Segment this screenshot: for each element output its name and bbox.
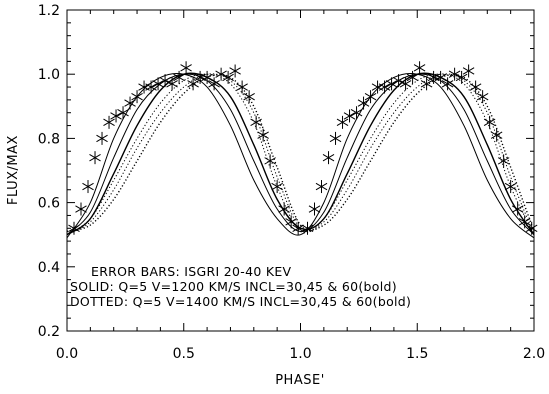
data-point [208,77,220,91]
data-point [392,74,405,88]
annotation-error-bars: ERROR BARS: ISGRI 20-40 KEV [91,264,292,279]
y-tick-label: 0.8 [38,131,60,147]
annotation-solid: SOLID: Q=5 V=1200 KM/S INCL=30,45 & 60(b… [70,279,397,294]
x-tick-label: 1.0 [289,346,311,362]
data-point [89,151,101,165]
data-point [385,77,398,91]
data-point [131,90,143,104]
data-point [110,109,122,123]
x-tick-label: 0.5 [173,346,195,362]
data-point [441,77,454,91]
data-point [103,115,115,129]
annotation-dotted: DOTTED: Q=5 V=1400 KM/S INCL=30,45 & 60(… [70,294,411,309]
data-point [152,77,164,91]
data-point [504,180,517,194]
y-tick-label: 1.2 [38,3,60,19]
data-point [406,70,419,84]
data-point [257,128,269,142]
x-ticks: 0.0 0.5 1.0 1.5 2.0 [56,10,545,362]
data-point [371,80,384,94]
data-point [469,80,482,94]
data-point [278,202,290,216]
data-point [497,154,510,168]
data-point [292,221,304,235]
data-point [455,70,468,84]
data-point [350,106,363,120]
data-point [399,77,412,91]
data-point [420,77,433,91]
x-tick-label: 1.5 [406,346,428,362]
data-point [68,221,80,235]
data-point [285,215,297,229]
data-point [448,67,461,81]
data-point [476,90,489,104]
data-point [343,109,356,123]
x-axis-label: PHASE' [275,373,325,388]
y-ticks: 0.2 0.4 0.6 0.8 1.0 1.2 [38,3,534,340]
data-point [236,80,248,94]
data-point [117,106,129,120]
data-point [250,115,262,129]
data-point [364,90,377,104]
data-point [82,180,94,194]
data-point [264,154,276,168]
data-point [159,74,171,88]
x-tick-label: 0.0 [56,346,78,362]
data-point [124,96,136,110]
data-point [180,61,192,75]
data-point [315,180,328,194]
data-point [518,215,531,229]
data-point [229,64,241,78]
y-tick-label: 0.6 [38,196,60,212]
data-point [215,67,227,81]
data-point [138,80,150,94]
data-point [357,96,370,110]
data-point [271,180,283,194]
data-point [413,61,426,75]
data-point [201,70,213,84]
points-layer [68,61,538,235]
data-point [187,77,199,91]
y-axis-label: FLUX/MAX [6,135,21,205]
data-point [378,80,391,94]
dotted-model-curve [66,73,535,236]
data-point [511,202,524,216]
data-point [301,221,314,235]
y-tick-label: 1.0 [38,67,60,83]
data-point [96,131,108,145]
data-point [490,128,503,142]
data-point [145,80,157,94]
data-point [462,64,475,78]
y-tick-label: 0.2 [38,324,60,340]
data-point [166,77,178,91]
data-point [483,115,496,129]
data-point [322,151,335,165]
data-point [75,202,87,216]
data-point [434,70,447,84]
x-tick-label: 2.0 [523,346,545,362]
data-point [336,115,349,129]
solid-model-curve [66,72,535,239]
data-point [173,70,185,84]
y-tick-label: 0.4 [38,260,60,276]
data-point [308,202,321,216]
data-point [243,90,255,104]
data-point [222,70,234,84]
data-point [329,131,342,145]
